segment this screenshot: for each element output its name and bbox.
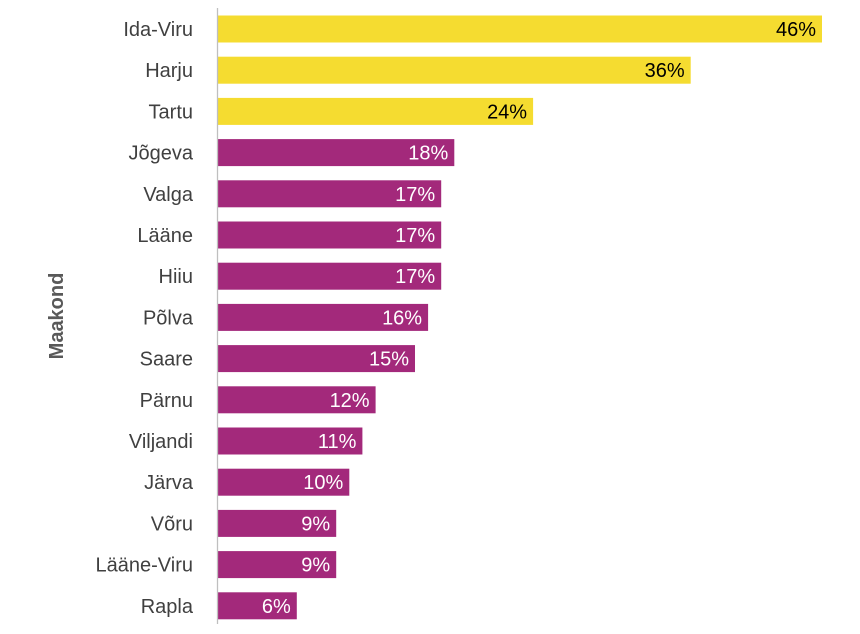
value-labels: 46% 36% 24% 18% 17% 17% 17% 16% 15% 12% 11% 10% 9% 9%… [262,19,816,618]
category-label-12: Võru [151,513,193,535]
category-label-2: Tartu [149,101,193,123]
value-label-2: 24% [487,101,527,123]
value-label-0: 46% [776,19,816,41]
bar-3 [218,139,455,167]
bar-5 [218,221,442,249]
category-label-7: Põlva [143,307,194,329]
y-axis-title: Maakond [46,273,68,360]
category-label-0: Ida-Viru [123,19,193,41]
value-label-12: 9% [301,513,330,535]
value-label-8: 15% [369,349,409,371]
category-label-8: Saare [140,349,193,371]
category-label-10: Viljandi [129,431,193,453]
value-label-4: 17% [395,184,435,206]
category-label-6: Hiiu [159,266,193,288]
bar-11 [218,468,350,496]
value-label-14: 6% [262,596,291,618]
value-label-13: 9% [301,555,330,577]
category-labels: Ida-Viru Harju Tartu Jõgeva Valga Lääne Hiiu Põ… [96,19,194,618]
bar-8 [218,345,415,373]
category-label-3: Jõgeva [129,143,194,165]
category-label-13: Lääne-Viru [96,555,193,577]
value-label-9: 12% [330,390,370,412]
bar-13 [218,551,337,579]
bar-6 [218,262,442,290]
bar-4 [218,180,442,208]
value-label-10: 11% [318,431,357,453]
category-label-1: Harju [145,60,193,82]
bar-10 [218,427,363,455]
category-label-4: Valga [143,184,194,206]
bar-0 [218,15,822,43]
category-label-5: Lääne [137,225,193,247]
category-label-14: Rapla [141,596,194,618]
bar-2 [218,97,534,125]
bars-layer [218,15,822,620]
value-label-3: 18% [408,143,448,165]
bar-1 [218,56,691,84]
category-label-9: Pärnu [140,390,193,412]
value-label-7: 16% [382,307,422,329]
bar-12 [218,509,337,537]
value-label-5: 17% [395,225,435,247]
category-label-11: Järva [144,472,194,494]
value-label-1: 36% [645,60,685,82]
bar-9 [218,386,376,414]
value-label-6: 17% [395,266,435,288]
value-label-11: 10% [303,472,343,494]
bar-7 [218,303,429,331]
bar-14 [218,592,297,620]
